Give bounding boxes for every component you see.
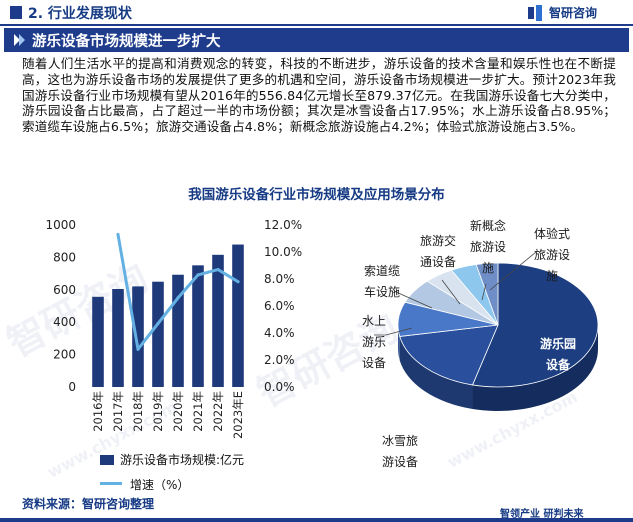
growth-point — [176, 296, 180, 300]
pie-label-line: 施 — [546, 269, 558, 283]
pie-label: 旅游交通设备 — [420, 233, 456, 269]
x-tick-label: 2017年 — [111, 391, 125, 432]
growth-point — [156, 321, 160, 326]
pie-label: 冰雪旅游设备 — [382, 434, 418, 469]
pie-label-line: 车设施 — [364, 284, 400, 299]
pie-slice-side — [472, 325, 598, 411]
growth-point — [136, 347, 140, 351]
y-left-tick-label: 400 — [53, 315, 76, 329]
growth-point — [196, 273, 200, 277]
banner-title: 游乐设备市场规模进一步扩大 — [32, 34, 221, 50]
growth-point — [236, 280, 240, 284]
pie-slice-side — [398, 325, 400, 361]
pie-label: 新概念旅游设施 — [470, 218, 506, 275]
pie-label: 游乐园设备 — [540, 336, 576, 372]
bar — [132, 286, 144, 387]
bar — [112, 288, 124, 387]
pie-label-line: 通设备 — [420, 255, 456, 269]
pie-label-line: 索道缆 — [364, 264, 400, 278]
chart-title: 我国游乐设备行业市场规模及应用场景分布 — [188, 187, 445, 203]
pie-leader-line — [395, 291, 433, 309]
chevron-right-icon — [14, 34, 25, 46]
legend-line-label: 增速（%） — [130, 478, 190, 492]
brand-name: 智研咨询 — [549, 6, 598, 20]
y-left-tick-label: 600 — [53, 283, 76, 297]
pie-label-line: 设备 — [362, 356, 386, 370]
pie-slice — [399, 324, 499, 386]
footer-divider — [0, 518, 633, 522]
y-right-tick-label: 2.0% — [264, 353, 295, 367]
y-right-tick-label: 4.0% — [264, 326, 295, 340]
bar — [232, 244, 244, 387]
legend-line-swatch — [100, 482, 122, 485]
brand-logo — [526, 3, 630, 23]
pie-label-line: 旅游设 — [534, 248, 570, 262]
y-right-tick-label: 10.0% — [264, 245, 302, 259]
bar — [172, 274, 184, 387]
pie-label: 索道缆车设施 — [364, 264, 400, 299]
bar — [212, 254, 224, 387]
pie-label-line: 水上 — [362, 314, 386, 328]
y-left-tick-label: 0 — [68, 380, 76, 394]
section-marker — [10, 6, 22, 19]
x-tick-label: 2018年 — [131, 391, 145, 432]
growth-point — [116, 232, 120, 237]
y-right-tick-label: 8.0% — [264, 272, 295, 286]
pie-label-line: 新概念 — [470, 218, 506, 233]
pie-label-line: 设备 — [546, 357, 571, 372]
growth-point — [216, 267, 220, 272]
legend-bar-swatch — [100, 455, 114, 465]
footer-slogan: 智领产业 研判未来 — [500, 509, 584, 520]
pie-slice — [471, 262, 599, 388]
x-tick-label: 2021年 — [191, 391, 205, 432]
pie-label-line: 游乐园 — [540, 336, 576, 351]
application-scene-pie: 游乐园设备冰雪旅游设备水上游乐设备索道缆车设施旅游交通设备新概念旅游设施体验式旅… — [362, 218, 599, 469]
bar — [152, 281, 164, 387]
header-bar — [0, 0, 633, 26]
pie-label-line: 游设备 — [382, 455, 418, 469]
x-tick-label: 2022年 — [211, 391, 225, 432]
y-left-tick-label: 1000 — [45, 218, 76, 232]
y-left-tick-label: 200 — [53, 348, 76, 362]
y-right-tick-label: 6.0% — [264, 299, 295, 313]
pie-label-line: 游乐 — [362, 335, 386, 349]
header-divider — [0, 24, 633, 26]
pie-leader-line — [481, 283, 487, 301]
section-title: 2. 行业发展现状 — [28, 6, 132, 22]
pie-leader-line — [489, 251, 537, 291]
pie-leader-line — [441, 279, 461, 305]
body-paragraph: 随着人们生活水平的提高和消费观念的转变，科技的不断进步，游乐设备的技术含量和娱乐… — [22, 56, 616, 135]
pie-label: 水上游乐设备 — [362, 314, 386, 370]
pie-label-line: 旅游设 — [470, 240, 506, 254]
pie-slice — [475, 262, 499, 326]
brand-mark-icon — [528, 5, 542, 21]
pie-label-line: 旅游交 — [420, 233, 456, 248]
y-right-tick-label: 0.0% — [264, 380, 295, 394]
y-left-tick-label: 800 — [53, 250, 76, 264]
section-banner — [4, 28, 629, 52]
x-tick-label: 2020年 — [171, 391, 185, 432]
pie-label: 体验式旅游设施 — [534, 226, 570, 283]
bar — [192, 265, 204, 387]
x-tick-label: 2023年E — [231, 391, 245, 439]
y-right-tick-label: 12.0% — [264, 218, 302, 232]
pie-label-line: 冰雪旅 — [382, 434, 418, 448]
legend-bar-label: 游乐设备市场规模:亿元 — [120, 453, 245, 467]
x-tick-label: 2019年 — [151, 391, 165, 432]
pie-leader-line — [374, 327, 413, 336]
source-note: 资料来源：智研咨询整理 — [22, 497, 155, 511]
pie-label-line: 施 — [482, 261, 494, 275]
pie-slice-side — [399, 336, 473, 409]
pie-label-line: 体验式 — [534, 226, 570, 241]
bar — [92, 296, 104, 387]
x-tick-label: 2016年 — [91, 391, 105, 432]
market-size-chart: 0 200 400 600 800 1000 0.0% 2.0% 4.0% 6.0% 8.0% 10.… — [45, 218, 302, 439]
